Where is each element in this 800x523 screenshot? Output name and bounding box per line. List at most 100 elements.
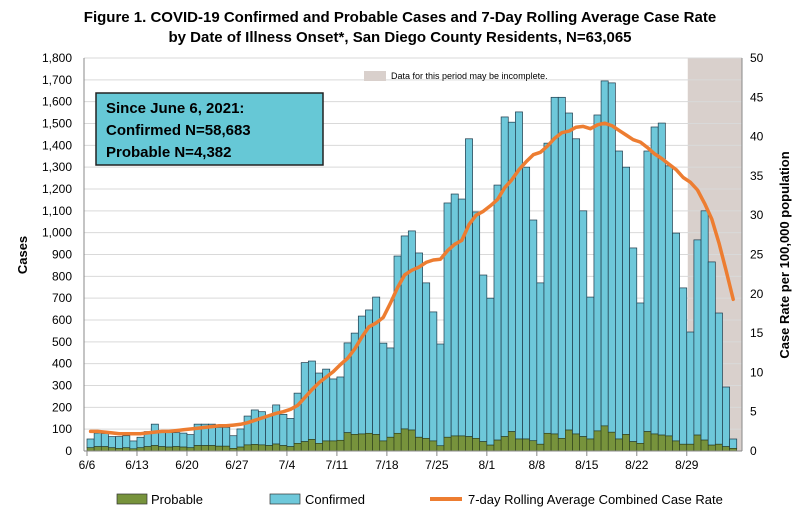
y-tick-label: 200 [52, 400, 72, 414]
incomplete-swatch [364, 71, 386, 81]
legend-label-confirmed: Confirmed [305, 492, 365, 507]
bar-confirmed [286, 418, 295, 447]
x-tick-label: 6/13 [125, 458, 149, 472]
y-tick-label: 800 [52, 269, 72, 283]
x-tick-label: 6/6 [79, 458, 96, 472]
bar-confirmed [307, 360, 316, 440]
bar-probable [236, 446, 245, 452]
bar-probable [322, 440, 331, 452]
bar-probable [479, 441, 488, 452]
y-axis-label: Cases [15, 236, 30, 274]
y-tick-label: 1,100 [42, 204, 72, 218]
bar-probable [565, 429, 573, 452]
x-tick-label: 7/11 [326, 458, 349, 472]
bar-confirmed [486, 297, 495, 446]
bar-probable [543, 433, 552, 452]
y2-tick-label: 25 [750, 248, 764, 262]
bar-probable [365, 433, 373, 452]
bar-probable [215, 445, 223, 452]
bar-confirmed [179, 432, 188, 448]
bar-confirmed [622, 166, 630, 435]
bar-confirmed [400, 235, 409, 430]
bar-probable [607, 431, 616, 452]
bar-probable [308, 439, 316, 452]
bar-confirmed [529, 219, 538, 442]
annotation-line2: Confirmed N=58,683 [106, 122, 251, 139]
bar-confirmed [629, 247, 638, 442]
annotation-background [95, 92, 324, 166]
y-tick-label: 1,500 [42, 117, 72, 131]
bar-probable [515, 438, 523, 452]
x-tick-label: 7/18 [375, 458, 399, 472]
bar-probable [586, 438, 595, 452]
bar-probable [450, 435, 459, 452]
y2-tick-label: 10 [750, 365, 764, 379]
bar-probable [472, 438, 480, 452]
bar-probable [486, 444, 495, 452]
bar-confirmed [557, 96, 566, 439]
bar-confirmed [536, 282, 545, 445]
bar-confirmed [664, 165, 673, 437]
bar-confirmed [136, 436, 145, 449]
y-tick-label: 900 [52, 248, 72, 262]
legend: Probable Confirmed 7-day Rolling Average… [116, 492, 723, 507]
x-tick-label: 8/8 [528, 458, 545, 472]
bar-confirmed [600, 80, 609, 427]
bar-probable [572, 433, 580, 452]
bar-confirmed [593, 114, 602, 432]
bar-probable [386, 436, 395, 452]
y-tick-label: 1,000 [42, 226, 72, 240]
incomplete-legend: Data for this period may be incomplete. [364, 71, 548, 81]
bar-confirmed [479, 274, 488, 442]
bar-probable [557, 438, 566, 452]
bar-probable [700, 439, 709, 452]
bar-probable [143, 446, 152, 452]
bar-probable [279, 445, 288, 452]
bar-confirmed [686, 331, 695, 445]
bar-confirmed [515, 111, 523, 440]
bar-probable [636, 443, 645, 452]
y-tick-label: 1,600 [42, 95, 72, 109]
bar-probable [415, 436, 423, 452]
bar-confirmed [672, 232, 680, 442]
bar-confirmed [108, 436, 116, 449]
bar-confirmed [265, 415, 273, 446]
y2-tick-label: 5 [750, 405, 757, 419]
bar-probable [707, 444, 716, 452]
bar-probable [457, 435, 466, 452]
bar-probable [715, 443, 723, 452]
y-tick-label: 500 [52, 335, 72, 349]
bar-probable [172, 446, 181, 452]
bar-probable [507, 431, 516, 452]
bar-confirmed [386, 347, 395, 438]
bar-probable [679, 443, 688, 452]
bar-confirmed [429, 311, 438, 442]
y-tick-label: 1,800 [42, 51, 72, 65]
x-tick-label: 8/22 [625, 458, 649, 472]
bar-confirmed [522, 166, 531, 440]
legend-swatch-probable [116, 493, 148, 505]
bar-confirmed [436, 343, 445, 447]
y-tick-label: 1,300 [42, 160, 72, 174]
bar-probable [600, 425, 609, 452]
y-tick-label: 1,200 [42, 182, 72, 196]
bar-probable [315, 443, 323, 452]
bar-confirmed [565, 112, 573, 431]
bar-probable [422, 438, 431, 452]
y-tick-label: 1,400 [42, 138, 72, 152]
bar-confirmed [443, 202, 452, 438]
bar-confirmed [150, 423, 159, 446]
bar-confirmed [415, 252, 423, 438]
bar-probable [343, 432, 352, 452]
y-tick-label: 700 [52, 291, 72, 305]
bar-probable [165, 446, 173, 452]
bar-probable [693, 434, 702, 452]
x-tick-label: 8/1 [478, 458, 495, 472]
bar-confirmed [129, 440, 138, 450]
legend-label-rate: 7-day Rolling Average Combined Case Rate [468, 492, 723, 507]
bar-probable [200, 445, 209, 452]
bar-probable [650, 433, 659, 452]
bar-confirmed [707, 261, 716, 446]
